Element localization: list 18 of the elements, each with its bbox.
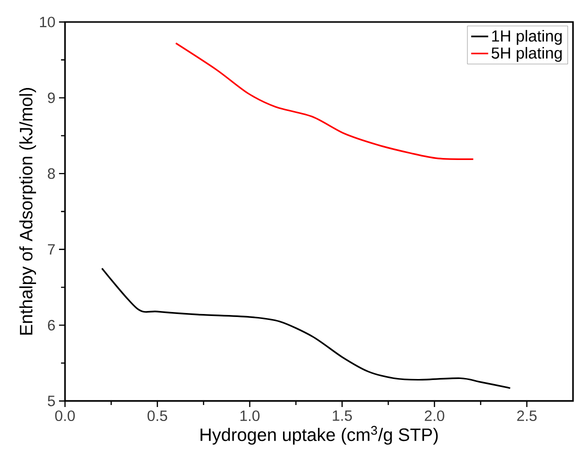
x-axis-title: Hydrogen uptake (cm$^{3}$/g STP) — [200, 426, 438, 445]
y-tick-label: 10 — [40, 16, 55, 28]
x-tick-label: 2.5 — [517, 410, 537, 422]
y-tick-label: 8 — [48, 168, 55, 179]
y-axis-title: Enthalpy of Adsorption (kJ/mol) — [19, 88, 36, 335]
legend-label: 1H plating — [492, 30, 562, 45]
x-tick-label: 1.0 — [240, 410, 260, 422]
x-tick-label: 2.0 — [424, 410, 444, 422]
y-tick-label: 5 — [48, 396, 55, 406]
x-tick-label: 0.5 — [148, 410, 168, 422]
x-tick-label: 1.5 — [332, 410, 352, 421]
line-series — [175, 42, 474, 160]
legend-label: 5H plating — [492, 46, 562, 62]
x-tick-label: 0.0 — [55, 410, 75, 422]
y-tick-label: 9 — [48, 92, 55, 104]
line-series — [101, 268, 511, 389]
y-tick-label: 6 — [48, 320, 55, 330]
y-tick-label: 7 — [48, 244, 55, 255]
